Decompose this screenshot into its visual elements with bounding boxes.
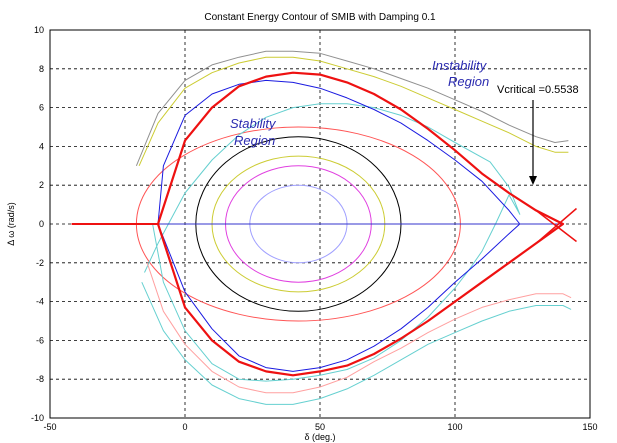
y-tick-label: 6: [39, 103, 44, 113]
y-tick-label: 4: [39, 141, 44, 151]
x-tick-label: 100: [447, 422, 462, 432]
x-tick-label: 150: [582, 422, 597, 432]
instability-region-label-line2: Region: [448, 74, 489, 89]
open-contour: [141, 281, 572, 405]
x-tick-label: 50: [315, 422, 325, 432]
plot-area: [49, 29, 591, 419]
contour-series: [71, 50, 577, 405]
vcritical-annotation: Vcritical =0.5538: [497, 84, 579, 96]
y-tick-label: -2: [36, 258, 44, 268]
y-tick-label: -8: [36, 374, 44, 384]
vcritical-arrowhead: [529, 176, 537, 185]
open-contour: [135, 50, 569, 166]
stability-region-label-line2: Region: [234, 133, 275, 148]
y-tick-label: 8: [39, 64, 44, 74]
x-tick-label: -50: [43, 422, 56, 432]
open-contour: [146, 262, 572, 394]
y-tick-label: -6: [36, 335, 44, 345]
x-tick-labels: -50 0 50 100 150: [43, 422, 597, 432]
instability-region-label-line1: Instability: [432, 58, 488, 73]
separatrix: [156, 71, 565, 377]
stability-region-label-line1: Stability: [230, 116, 277, 131]
chart-title: Constant Energy Contour of SMIB with Dam…: [204, 12, 436, 23]
open-contour: [138, 56, 569, 167]
x-tick-label: 0: [182, 422, 187, 432]
y-axis-label: Δ ω (rad/s): [6, 202, 16, 246]
y-tick-label: -10: [31, 413, 44, 423]
y-tick-label: 0: [39, 219, 44, 229]
saddle-cross: [535, 207, 577, 244]
y-tick-labels: 10 8 6 4 2 0 -2 -4 -6 -8 -10: [31, 25, 44, 423]
open-contour: [157, 79, 521, 372]
open-contour: [144, 103, 521, 382]
y-tick-label: -4: [36, 297, 44, 307]
y-tick-label: 10: [34, 25, 44, 35]
x-axis-label: δ (deg.): [304, 432, 335, 442]
y-tick-label: 2: [39, 180, 44, 190]
